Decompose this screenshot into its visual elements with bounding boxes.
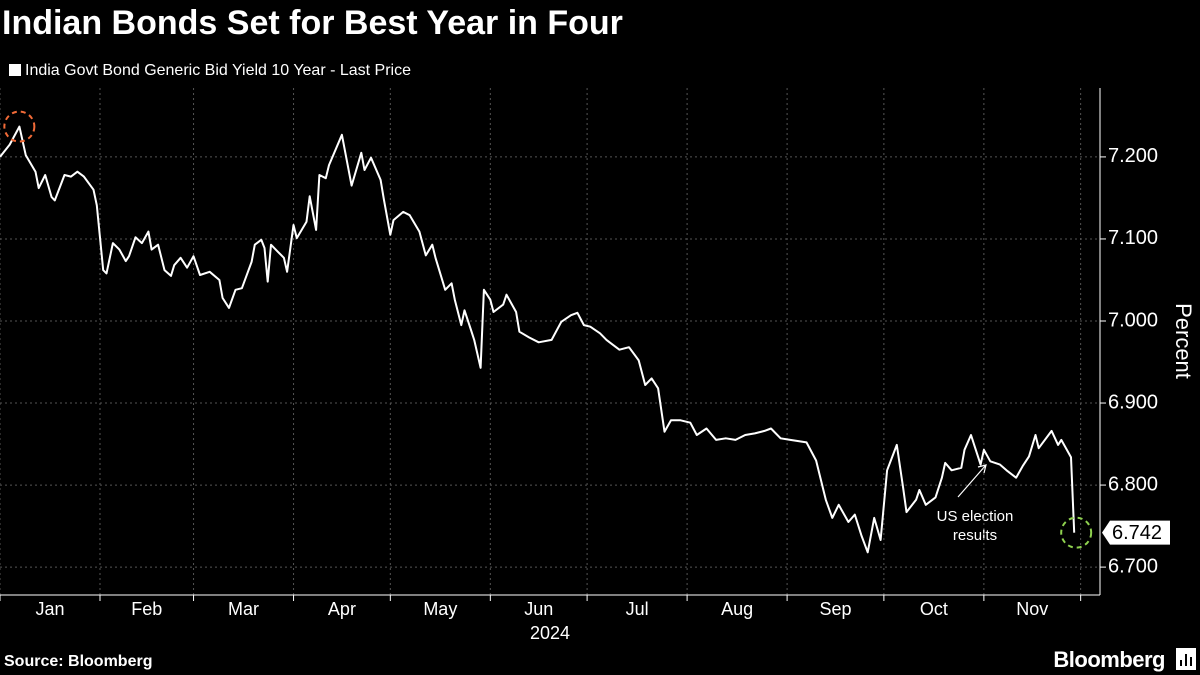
- y-axis-label: Percent: [1171, 303, 1196, 379]
- y-tick-label: 7.100: [1108, 227, 1158, 249]
- line: [0, 125, 1076, 554]
- y-tick-label: 6.900: [1108, 391, 1158, 413]
- x-tick-label: Feb: [131, 599, 162, 619]
- x-tick-label: Jun: [524, 599, 553, 619]
- x-tick-label: Nov: [1016, 599, 1048, 619]
- annotation: US election: [937, 508, 1014, 525]
- last-value-box: [1102, 520, 1170, 545]
- legend-label: India Govt Bond Generic Bid Yield 10 Yea…: [25, 62, 411, 79]
- y-tick-label: 6.800: [1108, 473, 1158, 495]
- chart-title: Indian Bonds Set for Best Year in Four: [2, 4, 623, 42]
- x-tick-label: May: [423, 599, 457, 619]
- x-tick-label: Aug: [721, 599, 753, 619]
- y-tick-label: 7.000: [1108, 309, 1158, 331]
- highlight-circle: [1060, 516, 1093, 549]
- legend-swatch: [9, 64, 21, 76]
- source: Source: Bloomberg: [4, 653, 152, 670]
- annotation: results: [953, 527, 997, 544]
- x-axis-label: 2024: [530, 623, 570, 643]
- x-tick-label: Apr: [328, 599, 356, 619]
- x-tick-label: Jul: [626, 599, 649, 619]
- x-tick-label: Mar: [228, 599, 259, 619]
- y-tick-label: 6.700: [1108, 555, 1158, 577]
- brand: Bloomberg: [1053, 647, 1165, 672]
- highlight-circle: [3, 110, 36, 143]
- annotation-arrow: [957, 464, 987, 498]
- last-value-label: 6.742: [1112, 522, 1162, 544]
- x-tick-label: Oct: [920, 599, 948, 619]
- x-tick-label: Jan: [35, 599, 64, 619]
- brand-icon: [1176, 648, 1196, 670]
- x-tick-label: Sep: [819, 599, 851, 619]
- brand-icon-bars: [1180, 654, 1192, 666]
- y-tick-label: 7.200: [1108, 145, 1158, 167]
